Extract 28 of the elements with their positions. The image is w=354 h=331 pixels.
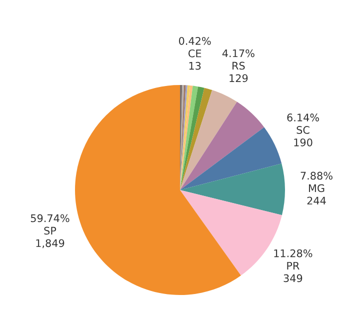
pie-slice: [180, 85, 190, 190]
text: 59.74%: [30, 214, 70, 222]
data-label: 1,849: [36, 239, 64, 248]
data-label: 349: [284, 274, 302, 282]
data-label: 190: [294, 138, 312, 146]
slice-label: MG: [308, 184, 324, 192]
pie-slice: [75, 85, 241, 295]
data-label: 13: [189, 62, 201, 70]
pie-slice: [180, 86, 204, 190]
pie-slice: [180, 88, 212, 190]
pie-slice: [180, 127, 282, 190]
text: 11.28%: [274, 249, 312, 258]
pie-slice: [180, 164, 285, 216]
text: 0.42%: [178, 36, 211, 45]
pie-slice: [180, 85, 193, 190]
slice-label: PR: [287, 262, 300, 270]
pie-slice: [180, 102, 264, 190]
text: 4.17%: [222, 49, 254, 58]
slice-label: SC: [296, 126, 310, 134]
slice-label: RS: [232, 62, 245, 70]
pie-slice: [180, 86, 198, 190]
data-label: 244: [307, 196, 326, 204]
data-label: 129: [230, 74, 248, 82]
pie-slice: [180, 90, 237, 190]
slice-label: CE: [188, 49, 202, 58]
text: 6.14%: [287, 114, 319, 122]
text: 7.88%: [300, 172, 332, 180]
slice-label: SP: [44, 226, 56, 235]
